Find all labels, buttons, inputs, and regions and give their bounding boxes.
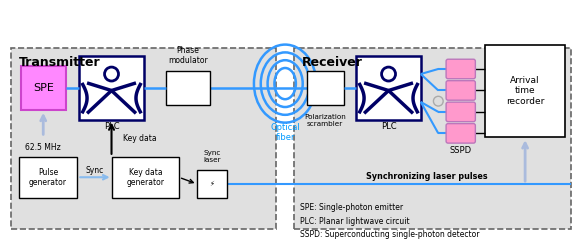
Text: ⚡: ⚡ bbox=[210, 181, 214, 187]
Text: Arrival
time
recorder: Arrival time recorder bbox=[506, 76, 544, 106]
Text: Sync
laser: Sync laser bbox=[203, 150, 221, 163]
Bar bbox=[197, 170, 226, 198]
Text: Phase
modulator: Phase modulator bbox=[168, 46, 208, 65]
Text: Receiver: Receiver bbox=[301, 56, 363, 69]
Text: Pulse
generator: Pulse generator bbox=[29, 168, 67, 187]
Text: Polarization
scrambler: Polarization scrambler bbox=[304, 114, 346, 127]
Bar bbox=[112, 157, 179, 198]
Circle shape bbox=[434, 96, 443, 106]
Bar bbox=[21, 66, 66, 110]
Circle shape bbox=[105, 67, 119, 81]
FancyBboxPatch shape bbox=[446, 102, 475, 122]
Bar bbox=[356, 56, 421, 120]
Text: Key data: Key data bbox=[123, 134, 157, 143]
FancyBboxPatch shape bbox=[446, 124, 475, 143]
Bar bbox=[485, 45, 565, 137]
Bar bbox=[11, 48, 276, 229]
Text: Optical
fiber: Optical fiber bbox=[270, 123, 300, 142]
Circle shape bbox=[382, 67, 396, 81]
Bar bbox=[294, 48, 571, 229]
Text: Sync: Sync bbox=[86, 166, 104, 175]
Text: SPE: Single-photon emitter: SPE: Single-photon emitter bbox=[300, 203, 403, 212]
Text: SSPD: Superconducting single-photon detector: SSPD: Superconducting single-photon dete… bbox=[300, 230, 480, 239]
Text: Synchronizing laser pulses: Synchronizing laser pulses bbox=[365, 172, 487, 181]
Text: SSPD: SSPD bbox=[450, 146, 472, 156]
FancyBboxPatch shape bbox=[446, 59, 475, 79]
FancyBboxPatch shape bbox=[446, 81, 475, 100]
Text: PLC: Planar lightwave circuit: PLC: Planar lightwave circuit bbox=[300, 217, 409, 226]
Text: Transmitter: Transmitter bbox=[19, 56, 101, 69]
Bar bbox=[79, 56, 144, 120]
Text: Key data
generator: Key data generator bbox=[127, 168, 165, 187]
Bar bbox=[307, 71, 344, 105]
Text: 62.5 MHz: 62.5 MHz bbox=[26, 143, 61, 152]
Bar bbox=[166, 71, 210, 105]
Text: PLC: PLC bbox=[381, 122, 396, 131]
Bar bbox=[19, 157, 77, 198]
Text: PLC: PLC bbox=[104, 122, 119, 131]
Text: SPE: SPE bbox=[33, 83, 54, 93]
